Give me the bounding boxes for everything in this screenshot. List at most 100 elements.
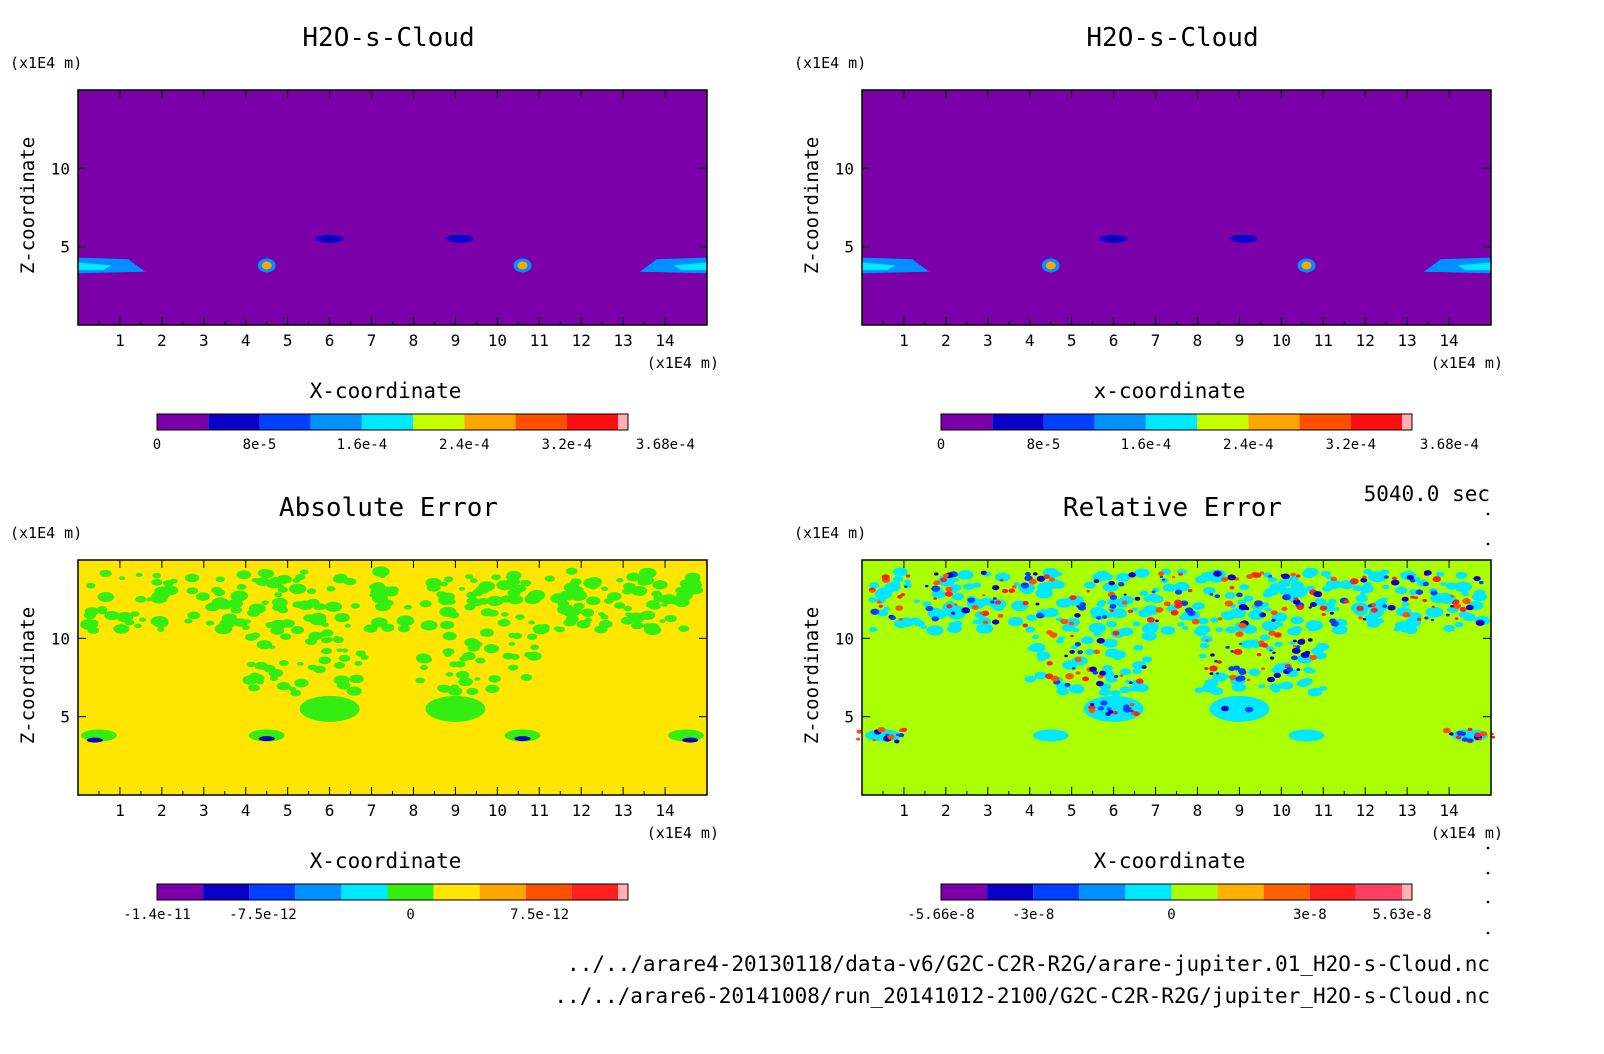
cloud-patch [862,262,896,271]
error-blob [620,616,634,625]
error-blob [1128,572,1136,578]
error-blob [1155,619,1159,623]
error-blob [1296,604,1304,610]
error-blob [1273,632,1282,638]
error-blob [443,576,454,583]
error-blob [439,581,448,587]
error-blob [1292,599,1301,605]
error-blob [333,635,340,640]
error-blob [950,611,956,615]
x-tick-label: 7 [367,801,377,820]
error-blob [1291,647,1301,654]
error-blob [447,611,460,619]
error-blob [1007,616,1024,627]
margin-dot [1486,512,1490,516]
error-blob [1142,605,1160,616]
error-blob [526,651,542,661]
x-tick-label: 6 [1109,331,1119,350]
error-blob [1090,702,1095,706]
colorbar-swatch [1033,884,1080,900]
error-blob [1049,632,1058,638]
error-blob [1025,626,1036,633]
error-blob [280,619,295,628]
error-blob [926,625,944,636]
error-blob [1199,653,1207,659]
colorbar-swatch [203,884,250,900]
error-blob [1320,570,1331,577]
error-blob [1102,615,1108,619]
error-blob [1325,579,1342,590]
error-blob [1286,667,1294,672]
error-blob [1459,606,1467,612]
error-blob [994,600,1001,605]
error-blob [306,588,317,595]
error-blob [1293,597,1299,601]
colorbar: -1.4e-11 -7.5e-12 0 7.5e-12 [123,883,629,923]
error-blob [931,616,939,622]
error-blob [341,648,349,653]
error-blob [1313,591,1323,598]
error-blob [514,736,531,742]
error-blob [195,592,210,601]
error-blob [1437,592,1453,602]
error-blob [360,654,369,660]
error-blob [1454,621,1464,628]
error-blob [877,726,886,733]
error-blob [1113,655,1122,661]
error-blob [437,684,449,692]
error-blob [497,618,511,627]
error-blob [1123,593,1127,596]
error-blob [555,626,565,633]
colorbar-swatch [1145,414,1198,430]
x-tick-label: 7 [1151,801,1161,820]
error-blob [248,729,285,742]
error-blob [205,620,215,626]
error-blob [1309,654,1318,661]
ticks [78,90,707,325]
x-tick-label: 2 [157,331,167,350]
error-blob [508,664,519,671]
error-blob [1221,577,1229,582]
error-blob [350,603,361,609]
error-blob [139,617,147,622]
error-blob [524,594,542,605]
colorbar-label: 0 [1167,907,1175,923]
error-blob [1117,581,1125,587]
error-blob [616,578,624,583]
error-blob [1383,575,1389,579]
error-blob [1229,586,1235,590]
error-blob [187,611,201,620]
error-blob [682,737,699,743]
error-blob [97,608,108,615]
y-tick-label: 5 [60,238,70,257]
error-blob [982,594,986,597]
x-tick-label: 12 [1356,801,1375,820]
colorbar-label: 1.6e-4 [337,437,388,453]
x-tick-label: 9 [1235,331,1245,350]
plot-area [862,90,1491,325]
colorbar-swatch [310,414,362,430]
error-blob [486,595,504,607]
colorbar-swatch [1217,884,1264,900]
error-blob [1000,574,1010,580]
error-blob [369,593,376,598]
error-blob [1271,666,1284,674]
error-blob [1244,706,1254,713]
x-tick-label: 2 [157,801,167,820]
error-blob [992,597,997,601]
error-blob [1364,614,1379,623]
error-blob [292,577,301,583]
error-blob [623,605,633,612]
error-blob [1069,595,1077,601]
error-blob [486,609,499,617]
error-blob [933,572,939,576]
error-blob [134,623,142,629]
error-blob [1134,596,1141,601]
error-blob [1131,607,1139,612]
error-blob [1330,576,1338,582]
error-blob [297,661,304,666]
error-blob [1093,631,1102,637]
error-blob [90,619,99,625]
error-blob [470,578,478,583]
error-blob [883,606,890,611]
